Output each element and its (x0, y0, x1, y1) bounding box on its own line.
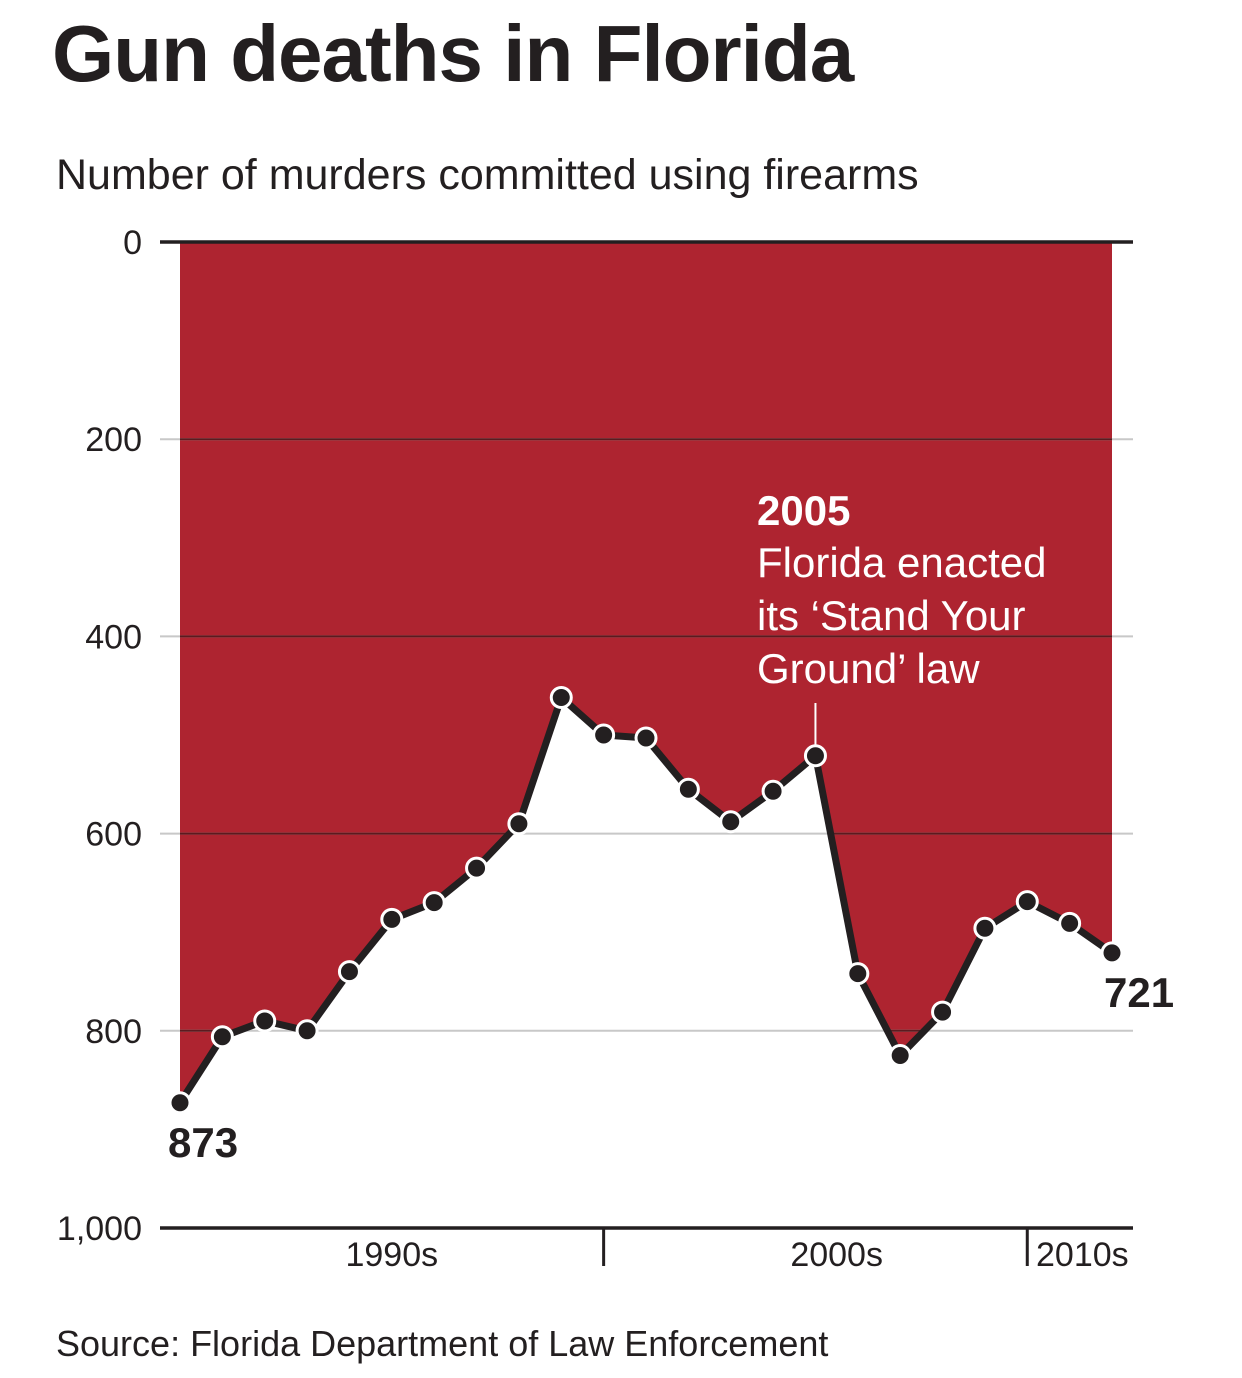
data-point-1992 (253, 1009, 277, 1033)
data-point-2003 (719, 810, 743, 834)
data-point-2000 (592, 723, 616, 747)
data-point-2012 (1100, 941, 1124, 965)
data-point-2005 (803, 744, 827, 768)
data-point-2004 (761, 779, 785, 803)
data-point-2010 (1015, 890, 1039, 914)
data-point-1993 (295, 1019, 319, 1043)
y-tick-label-400: 400 (85, 618, 142, 656)
y-tick-label-1,000: 1,000 (57, 1210, 142, 1248)
area-fill (180, 242, 1112, 1103)
data-point-2006 (846, 962, 870, 986)
data-point-1995 (380, 907, 404, 931)
data-point-1990 (168, 1091, 192, 1115)
data-point-2009 (973, 916, 997, 940)
data-point-2008 (931, 1000, 955, 1024)
start-value-label: 873 (168, 1119, 238, 1166)
data-point-1991 (210, 1025, 234, 1049)
data-point-1994 (337, 960, 361, 984)
y-tick-label-800: 800 (85, 1013, 142, 1051)
y-tick-label-0: 0 (123, 224, 142, 262)
annotation-line-1: Florida enacted (757, 539, 1047, 586)
end-value-label: 721 (1104, 969, 1174, 1016)
annotation-line-3: Ground’ law (757, 645, 980, 692)
data-point-1998 (507, 812, 531, 836)
y-tick-label-200: 200 (85, 421, 142, 459)
data-point-2002 (676, 777, 700, 801)
x-tick-label-2010s: 2010s (1036, 1236, 1129, 1274)
data-point-1999 (549, 686, 573, 710)
data-point-1997 (465, 856, 489, 880)
annotation-year: 2005 (757, 487, 850, 534)
data-point-2007 (888, 1043, 912, 1067)
x-tick-label-1990s: 1990s (345, 1236, 438, 1274)
x-tick-label-2000s: 2000s (790, 1236, 883, 1274)
y-tick-label-600: 600 (85, 816, 142, 854)
chart-source: Source: Florida Department of Law Enforc… (56, 1323, 829, 1364)
data-point-1996 (422, 891, 446, 915)
data-point-2011 (1058, 911, 1082, 935)
chart-subtitle: Number of murders committed using firear… (56, 151, 919, 199)
annotation-line-2: its ‘Stand Your (757, 592, 1026, 639)
chart-title: Gun deaths in Florida (52, 9, 854, 98)
data-point-2001 (634, 726, 658, 750)
